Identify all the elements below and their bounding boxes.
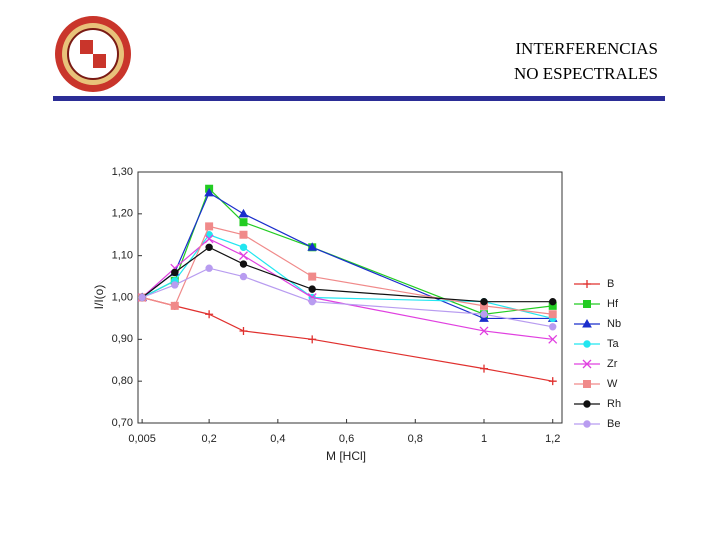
marker <box>205 243 213 252</box>
marker <box>138 293 146 302</box>
marker <box>548 377 557 386</box>
marker <box>205 310 214 319</box>
marker <box>479 326 489 336</box>
marker <box>239 251 248 261</box>
legend-marker <box>583 400 591 408</box>
marker <box>239 243 248 252</box>
x-tick-label: 0,8 <box>408 433 423 445</box>
marker <box>548 334 558 344</box>
y-tick-label: 0,80 <box>112 375 133 387</box>
marker <box>204 234 214 244</box>
marker <box>239 272 248 281</box>
header-line: INTERFERENCIAS <box>515 39 658 58</box>
x-tick-label: 0,005 <box>128 433 156 445</box>
marker <box>239 260 248 268</box>
legend-label: B <box>607 278 614 290</box>
x-tick-label: 0,4 <box>270 433 285 445</box>
y-tick-label: 1,00 <box>112 291 133 303</box>
legend-marker <box>583 380 591 388</box>
marker <box>307 242 318 251</box>
x-tick-label: 1 <box>481 433 487 445</box>
logo <box>55 16 131 92</box>
marker <box>204 187 214 197</box>
legend-label: W <box>607 378 618 390</box>
marker <box>548 310 557 319</box>
y-tick-label: 1,30 <box>112 166 133 178</box>
marker <box>239 326 248 335</box>
legend-marker <box>583 340 591 348</box>
marker <box>308 272 317 281</box>
legend-label: Zr <box>607 358 618 370</box>
legend-label: Rh <box>607 398 621 410</box>
legend-marker <box>583 420 591 428</box>
marker <box>239 230 248 239</box>
y-tick-label: 0,70 <box>112 417 133 429</box>
y-tick-label: 1,10 <box>112 250 133 262</box>
marker <box>480 364 489 373</box>
legend-label: Ta <box>607 338 620 350</box>
x-axis-label: M [HCl] <box>326 449 366 463</box>
series-line <box>141 234 553 319</box>
marker <box>205 222 214 231</box>
legend-marker <box>582 359 592 369</box>
marker <box>480 297 488 306</box>
series-line <box>141 246 553 303</box>
marker <box>549 297 557 306</box>
series-line <box>141 192 553 320</box>
marker <box>171 281 179 289</box>
marker <box>205 264 213 272</box>
legend-marker <box>583 280 591 288</box>
legend-marker <box>583 300 591 308</box>
marker <box>238 208 249 218</box>
marker <box>170 301 179 310</box>
header-line: NO ESPECTRALES <box>514 64 658 83</box>
marker <box>171 268 179 277</box>
legend-marker <box>582 318 592 328</box>
marker <box>308 335 317 344</box>
y-tick-label: 0,90 <box>112 333 133 345</box>
marker <box>308 285 316 293</box>
y-axis-label: I/I(o) <box>92 285 106 310</box>
series-line <box>141 238 553 340</box>
legend-label: Be <box>607 418 620 430</box>
marker <box>308 297 316 306</box>
marker <box>239 218 248 227</box>
header-rule <box>53 96 665 101</box>
x-tick-label: 0,6 <box>339 433 354 445</box>
y-tick-label: 1,20 <box>112 208 133 220</box>
series-line <box>141 296 553 382</box>
legend-label: Hf <box>607 298 619 310</box>
marker <box>480 310 488 318</box>
marker <box>549 323 557 331</box>
legend-label: Nb <box>607 318 621 330</box>
x-tick-label: 1,2 <box>545 433 560 445</box>
x-tick-label: 0,2 <box>201 433 216 445</box>
